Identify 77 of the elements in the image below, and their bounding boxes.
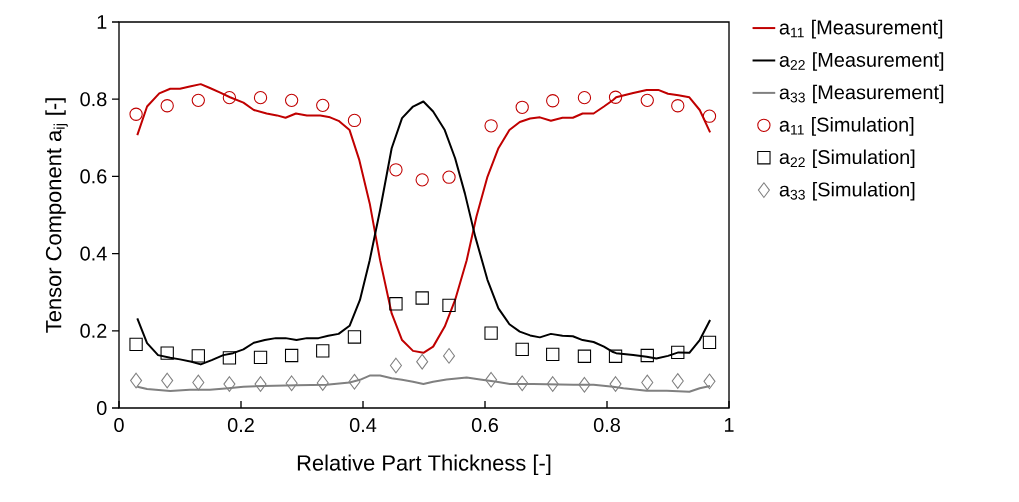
point — [161, 372, 174, 389]
point — [641, 374, 654, 391]
y-tick-label: 0 — [97, 400, 107, 416]
point — [671, 345, 685, 360]
x-tick-label: 1 — [724, 418, 734, 432]
point — [485, 371, 498, 388]
point — [253, 90, 268, 105]
point — [416, 353, 429, 370]
point — [389, 357, 402, 374]
legend-label: a$_{11}$ [Simulation] — [779, 117, 914, 136]
point — [347, 330, 362, 344]
point — [702, 109, 717, 123]
x-tick-label: 0.8 — [593, 418, 620, 433]
point — [577, 349, 592, 363]
point — [284, 93, 299, 108]
point — [609, 376, 622, 392]
point — [254, 376, 267, 392]
legend-label: a$_{11}$ [Measurement] — [779, 19, 943, 39]
x-tick-label: 0 — [114, 418, 124, 433]
point — [389, 163, 403, 177]
point — [389, 297, 403, 311]
point — [515, 100, 529, 114]
point — [129, 107, 143, 121]
point — [284, 348, 299, 363]
point — [671, 373, 684, 389]
point — [546, 94, 560, 108]
point — [442, 170, 456, 184]
point — [577, 90, 592, 105]
point — [484, 326, 498, 340]
point — [222, 90, 237, 105]
point — [223, 376, 236, 392]
legend-label: a$_{22}$ [Measurement] — [779, 52, 944, 71]
point — [415, 291, 429, 305]
legend-label: a$_{33}$ [Measurement] — [779, 84, 944, 104]
point — [222, 351, 237, 365]
y-axis-title: Tensor Component a$_{ij}$ [-] — [45, 98, 68, 333]
point — [415, 173, 429, 187]
point — [546, 347, 560, 362]
point — [130, 372, 143, 389]
point — [516, 375, 529, 392]
legend-label: a$_{33}$ [Simulation] — [779, 181, 915, 201]
x-tick-label: 0.2 — [227, 418, 254, 433]
point — [192, 374, 205, 391]
point — [442, 298, 456, 312]
x-axis-title: Relative Part Thickness [-] — [297, 454, 551, 476]
y-tick-label: 0.2 — [80, 323, 107, 338]
y-tick-label: 0.4 — [80, 246, 107, 261]
point — [608, 349, 623, 363]
x-tick-label: 0.6 — [471, 418, 498, 433]
point — [253, 350, 268, 365]
point — [285, 375, 298, 392]
point — [671, 99, 685, 113]
point — [129, 337, 143, 351]
point — [191, 93, 205, 108]
point — [515, 342, 529, 356]
point — [703, 373, 716, 390]
point — [191, 349, 205, 363]
point — [640, 348, 654, 363]
legend-label: a$_{22}$ [Simulation] — [779, 149, 915, 169]
point — [347, 113, 362, 128]
point — [546, 376, 559, 392]
y-tick-label: 1 — [97, 15, 107, 29]
point — [608, 90, 623, 104]
point — [640, 93, 654, 108]
point — [702, 335, 717, 350]
point — [160, 99, 174, 113]
y-tick-label: 0.6 — [80, 169, 107, 184]
point — [160, 346, 174, 360]
point — [316, 344, 330, 358]
point — [484, 119, 498, 133]
x-tick-label: 0.4 — [349, 418, 377, 433]
point — [348, 373, 361, 390]
point — [316, 375, 329, 391]
y-tick-label: 0.8 — [80, 92, 107, 107]
point — [442, 348, 456, 364]
point — [578, 376, 591, 393]
point — [316, 98, 330, 113]
